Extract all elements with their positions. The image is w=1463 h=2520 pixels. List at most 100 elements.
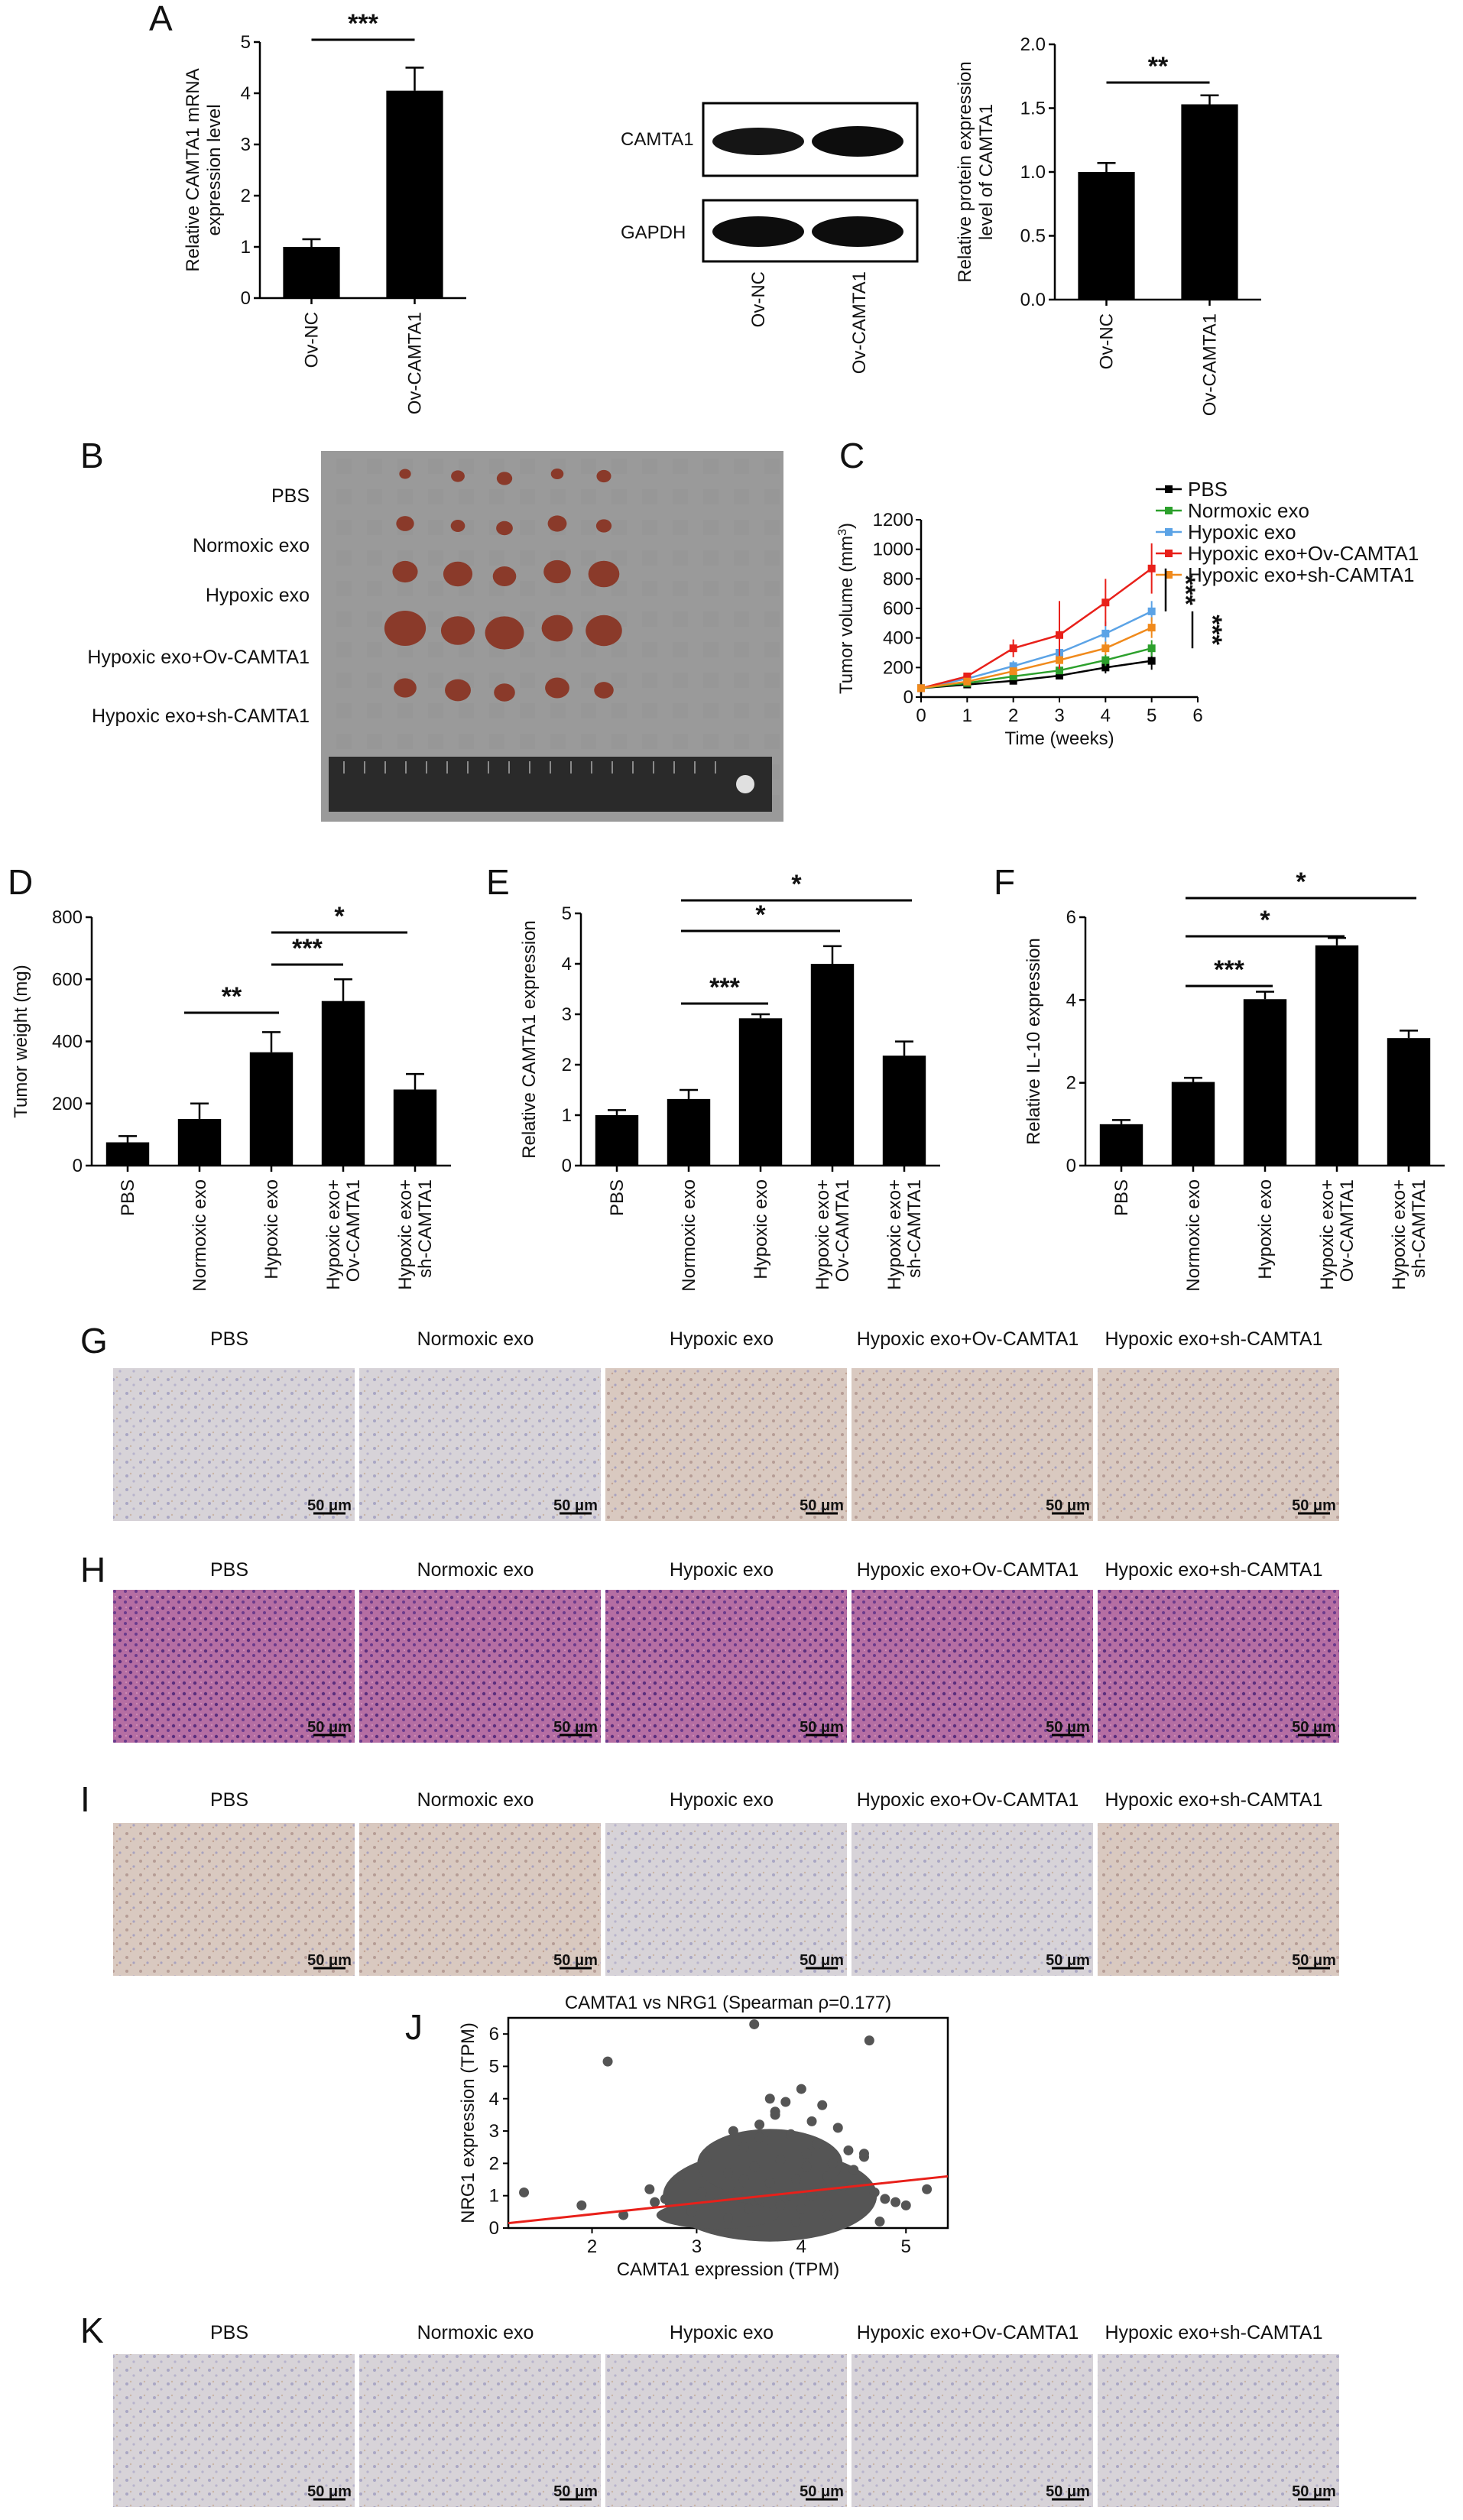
y-axis-label: Relative CAMTA1 mRNA — [183, 68, 203, 271]
scatter-point — [738, 2142, 749, 2152]
scatter-point — [843, 2145, 854, 2155]
scatter-point — [874, 2217, 885, 2227]
x-tick-label: sh-CAMTA1 — [415, 1179, 436, 1278]
ruler-hole — [736, 775, 754, 793]
y-tick-label: 0 — [489, 2218, 499, 2239]
scatter-point — [822, 2171, 833, 2181]
micrograph-title-i: Normoxic exo — [417, 1789, 534, 1811]
ruler-ticks — [343, 761, 716, 774]
bar — [386, 90, 443, 299]
y-tick-label: 0.0 — [1020, 290, 1046, 310]
bar — [1078, 172, 1135, 300]
micrograph-h — [605, 1590, 847, 1743]
bar — [393, 1089, 437, 1166]
chart-a-mrna: 0 1 2 3 4 5 Relative CAMTA1 mRNA expression lev… — [183, 9, 466, 414]
scatter-point — [817, 2100, 828, 2110]
scale-bar-label: 50 μm — [800, 1497, 844, 1514]
scatter-point — [644, 2184, 655, 2194]
scale-bar-label: 50 μm — [553, 1952, 598, 1969]
scatter-point — [848, 2165, 859, 2175]
significance-label: * — [1260, 906, 1270, 935]
scatter-point — [796, 2084, 806, 2094]
panel-letter-j: J — [405, 2007, 423, 2047]
micrograph-title-k: Hypoxic exo+Ov-CAMTA1 — [857, 2322, 1079, 2343]
scale-bar-label: 50 μm — [1292, 1719, 1336, 1736]
x-tick-label: 3 — [692, 2236, 702, 2257]
scale-bar-label: 50 μm — [1046, 1719, 1090, 1736]
x-tick-label: Ov-CAMTA1 — [1337, 1179, 1358, 1282]
scatter-point — [796, 2204, 806, 2214]
tumor-specimen — [396, 516, 414, 531]
micrograph-i — [852, 1823, 1093, 1976]
y-tick-label: 200 — [883, 657, 913, 678]
significance-label: * — [791, 870, 802, 899]
scatter-point — [702, 2152, 712, 2162]
x-tick-label: PBS — [607, 1179, 628, 1216]
tumor-specimen — [496, 472, 513, 485]
scatter-point — [812, 2139, 822, 2149]
series-point — [1056, 656, 1063, 664]
micrograph-h — [359, 1590, 601, 1743]
bar — [249, 1052, 294, 1166]
y-axis-label: expression level — [204, 104, 225, 235]
x-tick-label: Normoxic exo — [679, 1179, 699, 1292]
y-tick-label: 5 — [489, 2056, 499, 2077]
series-point — [1101, 629, 1110, 637]
scatter-point — [801, 2149, 812, 2159]
bar — [1171, 1082, 1215, 1166]
bar — [283, 247, 340, 298]
scatter-point — [686, 2207, 697, 2217]
scale-bar-label: 50 μm — [800, 2483, 844, 2500]
tumor-row-label-ov: Hypoxic exo+Ov-CAMTA1 — [87, 647, 310, 668]
legend-marker — [1165, 550, 1173, 557]
micrograph-g — [113, 1368, 355, 1521]
tumor-specimen — [384, 610, 427, 647]
significance-label: *** — [1171, 575, 1200, 605]
micrograph-i — [359, 1823, 601, 1976]
y-axis-label: NRG1 expression (TPM) — [458, 2022, 478, 2223]
y-tick-label: 4 — [241, 83, 251, 104]
significance-label: *** — [292, 934, 323, 963]
micrograph-h — [1098, 1590, 1339, 1743]
x-tick-label: 5 — [1147, 705, 1156, 726]
tumor-specimen — [586, 615, 622, 647]
scatter-point — [775, 2200, 786, 2210]
y-axis-label: Tumor volume (mm3) — [836, 523, 858, 694]
western-blot: CAMTA1 GAPDH Ov-NC Ov-CAMTA1 — [621, 102, 919, 374]
legend-label: Hypoxic exo+Ov-CAMTA1 — [1188, 542, 1419, 565]
x-axis-label: CAMTA1 expression (TPM) — [617, 2259, 840, 2280]
bar — [595, 1115, 639, 1166]
x-tick-label: PBS — [1111, 1179, 1132, 1216]
scatter-point — [770, 2106, 780, 2117]
significance-label: *** — [709, 973, 740, 1002]
micrograph-title-i: Hypoxic exo+sh-CAMTA1 — [1105, 1789, 1322, 1811]
y-tick-label: 3 — [241, 135, 251, 155]
micrograph-title-g: PBS — [210, 1328, 248, 1350]
significance-label: ** — [222, 982, 242, 1011]
significance-label: *** — [1214, 955, 1244, 984]
micrograph-h — [852, 1590, 1093, 1743]
scatter-point — [786, 2129, 796, 2139]
series-line — [920, 626, 1153, 689]
micrograph-i — [605, 1823, 847, 1976]
scatter-point — [519, 2187, 530, 2197]
y-tick-label: 3 — [562, 1004, 572, 1025]
micrograph-title-k: PBS — [210, 2322, 248, 2343]
tumor-specimen — [392, 560, 418, 583]
y-tick-label: 4 — [1066, 990, 1076, 1010]
bar — [105, 1142, 150, 1166]
blot-band-camta1-ovnc — [712, 128, 804, 155]
y-tick-label: 2 — [562, 1055, 572, 1075]
y-tick-label: 0 — [1066, 1156, 1076, 1176]
scatter-point — [618, 2210, 629, 2220]
scale-bar-label: 50 μm — [553, 2483, 598, 2500]
y-tick-label: 400 — [883, 628, 913, 649]
bar — [1243, 999, 1287, 1166]
tumor-specimen — [550, 468, 564, 480]
scatter-point — [723, 2213, 733, 2223]
tumor-specimen — [443, 561, 473, 587]
y-tick-label: 3 — [489, 2121, 499, 2142]
x-tick-label: Hypoxic exo+ — [884, 1179, 905, 1290]
series-point — [1009, 672, 1017, 680]
micrograph-title-i: Hypoxic exo+Ov-CAMTA1 — [857, 1789, 1079, 1811]
